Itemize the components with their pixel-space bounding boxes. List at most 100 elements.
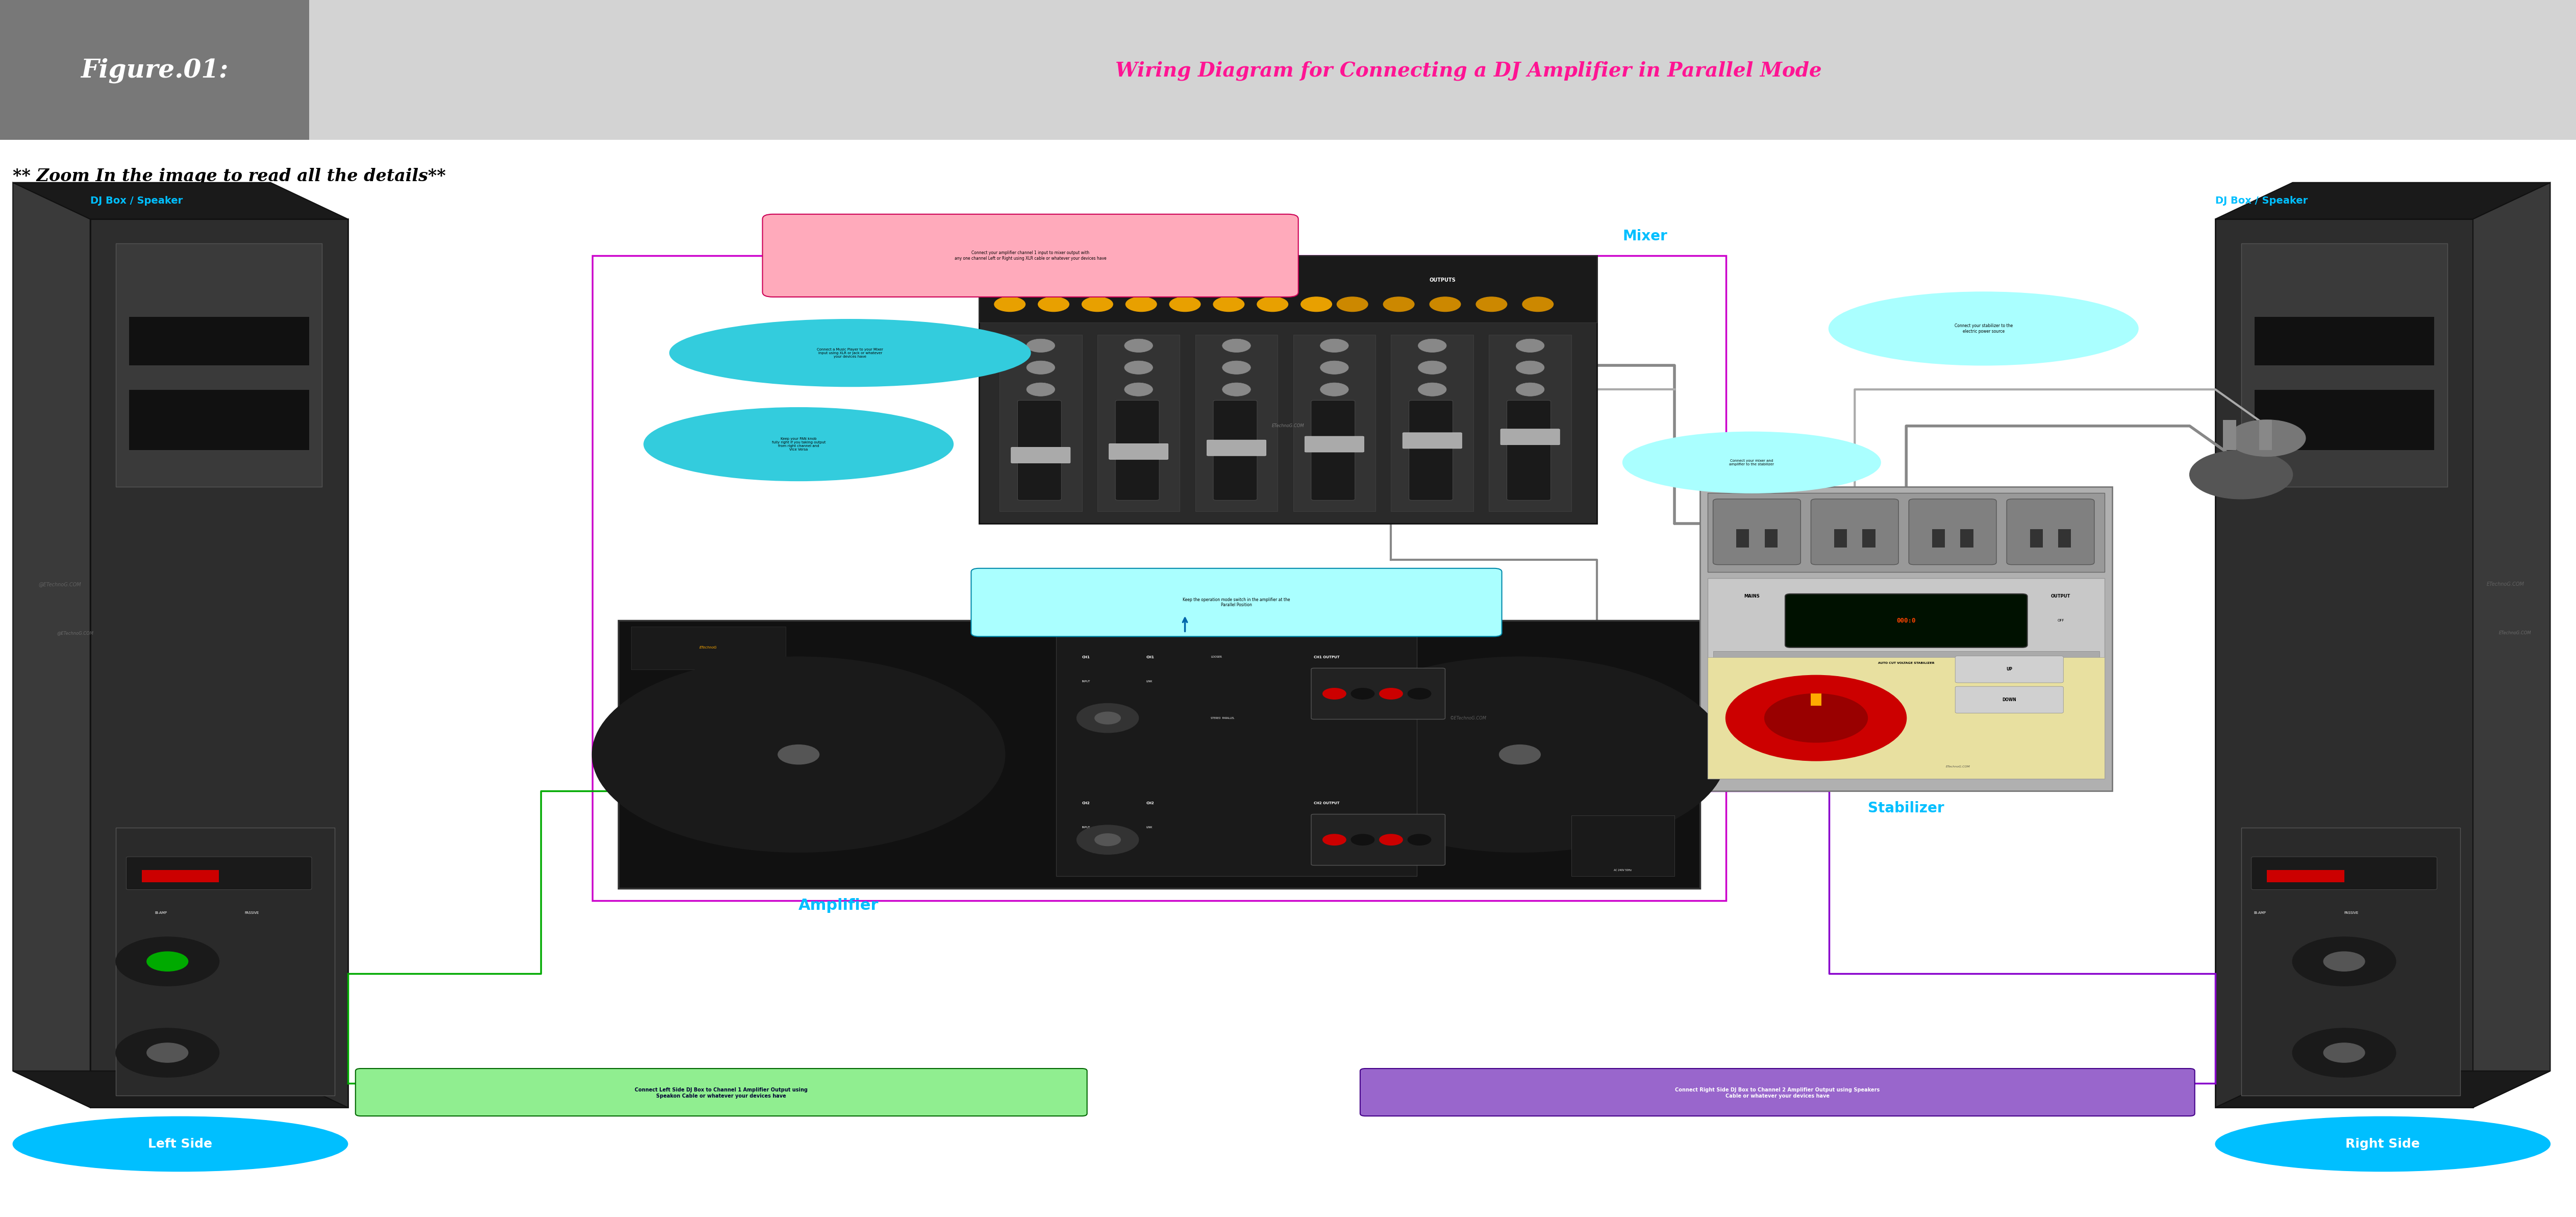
Text: Connect a Music Player to your Mixer
Input using XLR or Jack or whatever
your de: Connect a Music Player to your Mixer Inp… <box>817 348 884 358</box>
Circle shape <box>1025 360 1056 375</box>
Ellipse shape <box>644 408 953 481</box>
FancyBboxPatch shape <box>1056 633 1417 876</box>
FancyBboxPatch shape <box>618 621 1700 888</box>
Circle shape <box>1324 689 1345 699</box>
Ellipse shape <box>670 319 1030 387</box>
Text: OFF: OFF <box>2058 619 2063 622</box>
Ellipse shape <box>1829 292 2138 365</box>
FancyBboxPatch shape <box>2251 857 2437 890</box>
FancyBboxPatch shape <box>1115 400 1159 500</box>
FancyBboxPatch shape <box>762 214 1298 297</box>
Text: LOOSER: LOOSER <box>1211 656 1221 658</box>
Text: CH1: CH1 <box>1082 656 1090 658</box>
Text: AUTO CUT VOLTAGE STABILIZER: AUTO CUT VOLTAGE STABILIZER <box>1878 662 1935 664</box>
Circle shape <box>147 952 188 971</box>
Text: Connect your stabilizer to the
electric power source: Connect your stabilizer to the electric … <box>1955 324 2012 333</box>
Circle shape <box>1224 360 1249 375</box>
FancyBboxPatch shape <box>1708 657 2105 779</box>
Ellipse shape <box>13 1117 348 1171</box>
Text: DJ Box / Speaker: DJ Box / Speaker <box>2215 196 2308 206</box>
FancyBboxPatch shape <box>116 828 335 1095</box>
FancyBboxPatch shape <box>2241 243 2447 487</box>
Circle shape <box>2324 1043 2365 1062</box>
Circle shape <box>1126 297 1157 312</box>
Circle shape <box>1213 297 1244 312</box>
Circle shape <box>1321 360 1350 375</box>
Circle shape <box>1321 340 1350 353</box>
Circle shape <box>147 1043 188 1062</box>
FancyBboxPatch shape <box>1360 1069 2195 1116</box>
Circle shape <box>1123 360 1151 375</box>
FancyBboxPatch shape <box>1499 428 1558 444</box>
FancyBboxPatch shape <box>0 0 2576 140</box>
Circle shape <box>1038 297 1069 312</box>
Circle shape <box>2293 1028 2396 1077</box>
FancyBboxPatch shape <box>1311 668 1445 719</box>
Text: STEREO  PARALLEL: STEREO PARALLEL <box>1211 717 1234 719</box>
Text: CH1: CH1 <box>1146 656 1154 658</box>
Text: Wiring Diagram for Connecting a DJ Amplifier in Parallel Mode: Wiring Diagram for Connecting a DJ Ampli… <box>1115 61 1821 80</box>
Ellipse shape <box>1623 432 1880 493</box>
FancyBboxPatch shape <box>2058 529 2071 548</box>
Circle shape <box>1381 835 1401 845</box>
Text: LINK: LINK <box>1146 680 1151 683</box>
FancyBboxPatch shape <box>1311 400 1355 500</box>
FancyBboxPatch shape <box>129 316 309 365</box>
FancyBboxPatch shape <box>1834 529 1847 548</box>
Circle shape <box>1417 340 1448 353</box>
Text: OUTPUTS: OUTPUTS <box>1430 277 1455 282</box>
Text: ETechnoG: ETechnoG <box>701 646 716 649</box>
FancyBboxPatch shape <box>1489 335 1571 511</box>
FancyBboxPatch shape <box>1409 400 1453 500</box>
Text: BI-AMP: BI-AMP <box>2254 912 2267 914</box>
Text: AC 240V 50Hz: AC 240V 50Hz <box>1615 869 1631 871</box>
FancyBboxPatch shape <box>2030 529 2043 548</box>
Circle shape <box>1522 297 1553 312</box>
Text: Left Side: Left Side <box>149 1138 211 1150</box>
Text: Mixer: Mixer <box>1623 229 1667 243</box>
Circle shape <box>1765 694 1868 742</box>
FancyBboxPatch shape <box>1206 439 1267 455</box>
Text: UP: UP <box>2007 667 2012 672</box>
Text: ETechnoG.COM: ETechnoG.COM <box>2486 582 2524 587</box>
Text: Amplifier: Amplifier <box>799 898 878 913</box>
Circle shape <box>1350 835 1376 845</box>
Circle shape <box>1515 360 1546 375</box>
Text: Connect Right Side DJ Box to Channel 2 Amplifier Output using Speakers
Cable or : Connect Right Side DJ Box to Channel 2 A… <box>1674 1087 1880 1099</box>
FancyBboxPatch shape <box>1713 651 2099 675</box>
FancyBboxPatch shape <box>1955 656 2063 683</box>
FancyBboxPatch shape <box>1097 335 1180 511</box>
FancyBboxPatch shape <box>1811 694 1821 706</box>
Text: PASSIVE: PASSIVE <box>245 912 260 914</box>
Circle shape <box>1726 675 1906 761</box>
Circle shape <box>1025 382 1056 397</box>
Circle shape <box>1417 382 1448 397</box>
Text: OUTPUT: OUTPUT <box>2050 594 2071 599</box>
Text: Figure.01:: Figure.01: <box>80 58 229 83</box>
Polygon shape <box>13 1071 348 1107</box>
FancyBboxPatch shape <box>979 256 1597 323</box>
Circle shape <box>1123 382 1151 397</box>
Circle shape <box>1406 689 1430 699</box>
FancyBboxPatch shape <box>2007 499 2094 565</box>
Circle shape <box>2293 937 2396 986</box>
Text: CH2: CH2 <box>1146 802 1154 804</box>
FancyBboxPatch shape <box>1811 499 1899 565</box>
Text: Stabilizer: Stabilizer <box>1868 801 1945 815</box>
Circle shape <box>1123 340 1151 353</box>
Text: MAINS: MAINS <box>1744 594 1759 599</box>
FancyBboxPatch shape <box>2215 219 2473 1107</box>
Text: INPUT: INPUT <box>1082 826 1090 829</box>
Circle shape <box>1499 745 1540 764</box>
Circle shape <box>2324 952 2365 971</box>
Polygon shape <box>2215 183 2550 219</box>
FancyBboxPatch shape <box>1303 436 1365 452</box>
FancyBboxPatch shape <box>1932 529 1945 548</box>
FancyBboxPatch shape <box>1713 499 1801 565</box>
Polygon shape <box>13 183 90 1107</box>
FancyBboxPatch shape <box>2267 870 2344 882</box>
Text: Connect your mixer and
amplifier to the stabilizer: Connect your mixer and amplifier to the … <box>1728 459 1775 466</box>
Polygon shape <box>2473 183 2550 1107</box>
Circle shape <box>778 745 819 764</box>
FancyBboxPatch shape <box>2259 420 2272 450</box>
